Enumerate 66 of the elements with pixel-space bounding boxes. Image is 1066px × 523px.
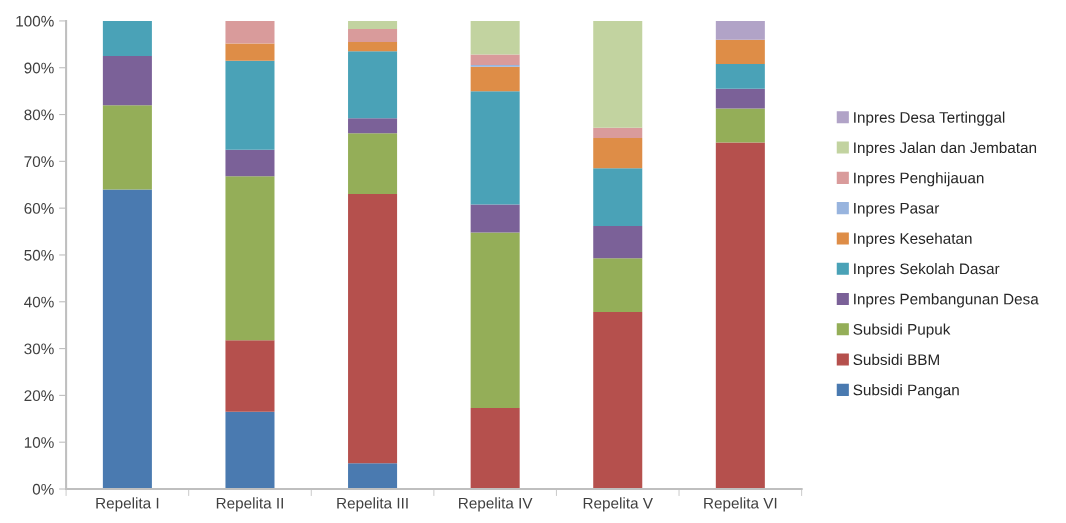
bar: [470, 232, 520, 409]
bar: [593, 20, 643, 128]
x-tick-label: Repelita I: [96, 497, 159, 512]
bar: [225, 149, 275, 177]
bar: [348, 41, 398, 52]
y-tick-label: 0%: [32, 483, 54, 495]
y-tick-label: 100%: [16, 15, 54, 27]
legend-label: Inpres Kesehatan: [854, 232, 972, 247]
bar: [348, 194, 398, 464]
bar: [715, 88, 765, 109]
y-tick-label: 90%: [24, 62, 54, 74]
bar: [102, 56, 152, 106]
x-tick-label: Repelita III: [337, 497, 408, 512]
bar: [225, 20, 275, 44]
bar: [593, 168, 643, 226]
bar: [470, 204, 520, 233]
bar: [225, 411, 275, 489]
y-tick-label: 20%: [24, 390, 54, 402]
bar: [470, 54, 520, 65]
bar: [225, 176, 275, 341]
bar: [348, 28, 398, 42]
bar: [348, 51, 398, 119]
x-tick-label: Repelita II: [216, 497, 283, 512]
legend-label: Inpres Pembangunan Desa: [854, 293, 1039, 308]
bar: [715, 39, 765, 64]
bar: [348, 463, 398, 489]
y-tick-label: 40%: [24, 296, 54, 308]
y-tick-label: 50%: [24, 249, 54, 261]
legend-label: Inpres Desa Tertinggal: [854, 111, 1005, 126]
legend-label: Subsidi Pupuk: [853, 323, 951, 338]
legend-label: Inpres Pasar: [854, 202, 940, 217]
y-tick-label: 10%: [24, 437, 54, 448]
bar: [225, 43, 275, 61]
bar: [593, 258, 643, 313]
legend-label: Inpres Penghijauan: [854, 172, 984, 187]
legend-label: Inpres Jalan dan Jembatan: [854, 141, 1037, 157]
bar: [102, 20, 152, 57]
bar: [715, 20, 765, 40]
legend-label: Inpres Sekolah Dasar: [854, 262, 1000, 278]
bar: [593, 127, 643, 138]
bar: [715, 108, 765, 143]
bar: [348, 20, 398, 29]
bar: [470, 20, 520, 55]
y-tick-label: 60%: [24, 203, 54, 214]
legend-label: Subsidi BBM: [853, 353, 939, 366]
x-tick-label: Repelita VI: [704, 497, 777, 512]
y-tick-label: 70%: [24, 156, 54, 168]
bar: [348, 133, 398, 195]
bar: [715, 142, 765, 489]
x-tick-label: Repelita IV: [459, 497, 533, 512]
bar: [102, 105, 152, 190]
bar: [102, 189, 152, 489]
bar: [470, 66, 520, 92]
bar: [348, 118, 398, 134]
bar: [470, 408, 520, 489]
bar: [470, 91, 520, 205]
legend-label: Subsidi Pangan: [853, 384, 959, 399]
bar: [593, 312, 643, 489]
bar: [715, 63, 765, 89]
bar: [225, 340, 275, 412]
y-tick-label: 30%: [24, 343, 54, 355]
bar: [593, 137, 643, 169]
y-tick-label: 80%: [24, 109, 54, 121]
x-tick-label: Repelita V: [583, 497, 653, 512]
bar: [225, 60, 275, 150]
bar: [593, 225, 643, 259]
